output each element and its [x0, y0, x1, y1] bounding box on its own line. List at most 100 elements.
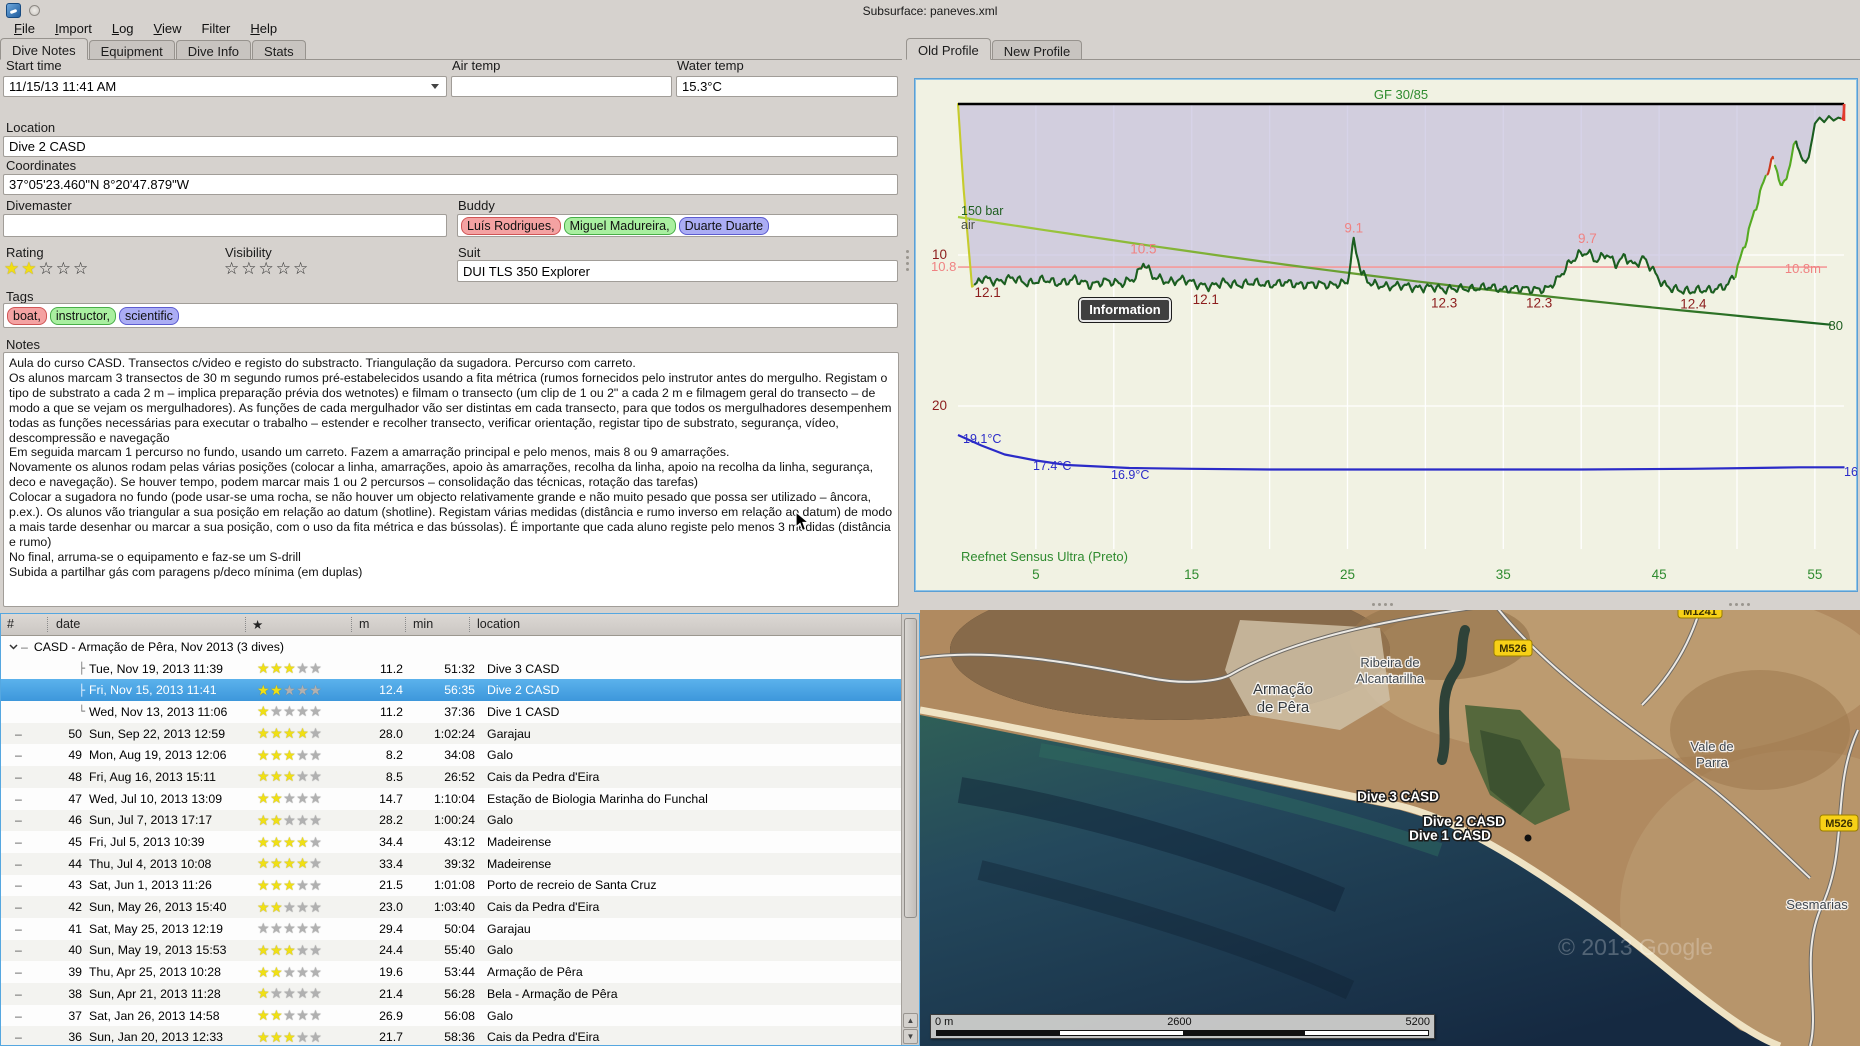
dive-row[interactable]: –37 Sat, Jan 26, 2013 14:58 ★★★★★ 26.9 56:08…	[1, 1004, 901, 1027]
cell-rating: ★★★★★	[257, 855, 323, 872]
cell-depth: 24.4	[379, 943, 403, 958]
dive-row[interactable]: –41 Sat, May 25, 2013 12:19 ★★★★★ 29.4 50:04…	[1, 917, 901, 940]
col-rating[interactable]: ★	[252, 618, 264, 632]
water-temp-input[interactable]	[676, 76, 898, 97]
rating-stars[interactable]: ★★☆☆☆	[4, 259, 91, 278]
svg-text:17.4°C: 17.4°C	[1033, 459, 1071, 473]
cell-number: –47	[15, 791, 82, 806]
cell-location: Armação de Pêra	[487, 965, 583, 980]
cell-date: Thu, Apr 25, 2013 10:28	[89, 965, 221, 980]
dive-row[interactable]: –42 Sun, May 26, 2013 15:40 ★★★★★ 23.0 1:03:…	[1, 896, 901, 918]
visibility-stars[interactable]: ☆☆☆☆☆	[224, 259, 311, 278]
trip-label: CASD - Armação de Pêra, Nov 2013 (3 dive…	[33, 639, 284, 654]
dive-row[interactable]: ├ Fri, Nov 15, 2013 11:41 ★★★★★ 12.4 56:35 Di…	[1, 679, 901, 702]
cell-location: Galo	[487, 748, 513, 763]
divemaster-input[interactable]	[3, 214, 447, 237]
dive-row[interactable]: –47 Wed, Jul 10, 2013 13:09 ★★★★★ 14.7 1:10:…	[1, 787, 901, 810]
cell-depth: 19.6	[379, 965, 403, 980]
dive-row[interactable]: –40 Sun, May 19, 2013 15:53 ★★★★★ 24.4 55:40…	[1, 939, 901, 962]
scroll-down-button[interactable]: ▼	[903, 1029, 918, 1044]
tab-dive-info[interactable]: Dive Info	[175, 40, 252, 59]
location-input[interactable]	[3, 136, 898, 157]
notes-textarea[interactable]: Aula do curso CASD. Transectos c/video e…	[3, 352, 899, 607]
dive-row[interactable]: –44 Thu, Jul 4, 2013 10:08 ★★★★★ 33.4 39:32 M…	[1, 852, 901, 875]
trip-expand-icon[interactable]	[9, 644, 18, 650]
tab-equipment[interactable]: Equipment	[88, 40, 175, 59]
cell-duration: 1:10:04	[433, 791, 475, 806]
start-time-combo[interactable]	[3, 76, 447, 97]
svg-text:Alcantarilha: Alcantarilha	[1356, 671, 1425, 686]
cell-duration: 55:40	[444, 943, 475, 958]
menu-help[interactable]: Help	[250, 21, 278, 36]
dive-list-scrollbar[interactable]: ▲ ▼	[901, 614, 919, 1045]
dive-row[interactable]: –45 Fri, Jul 5, 2013 10:39 ★★★★★ 34.4 43:12 M…	[1, 831, 901, 853]
trip-header-row[interactable]: – CASD - Armação de Pêra, Nov 2013 (3 div…	[1, 636, 901, 658]
scale-start: 0 m	[935, 1016, 954, 1028]
dive-rows: – CASD - Armação de Pêra, Nov 2013 (3 div…	[1, 636, 901, 1045]
menu-file[interactable]: File	[14, 21, 35, 36]
col-duration[interactable]: min	[413, 617, 434, 631]
cell-rating: ★★★★★	[257, 703, 323, 720]
air-temp-input[interactable]	[451, 76, 672, 97]
cell-depth: 34.4	[379, 835, 403, 850]
cell-duration: 1:01:08	[433, 878, 475, 893]
suit-input[interactable]	[457, 260, 898, 282]
menu-log[interactable]: Log	[111, 21, 134, 36]
cell-number: –39	[15, 965, 82, 980]
tab-stats[interactable]: Stats	[252, 40, 306, 59]
tab-new-profile[interactable]: New Profile	[991, 40, 1083, 59]
dive-row[interactable]: –39 Thu, Apr 25, 2013 10:28 ★★★★★ 19.6 53:44…	[1, 961, 901, 983]
tab-dive-notes[interactable]: Dive Notes	[0, 38, 88, 60]
cell-location: Porto de recreio de Santa Cruz	[487, 878, 657, 893]
tab-old-profile[interactable]: Old Profile	[906, 38, 991, 60]
dive-row[interactable]: –49 Mon, Aug 19, 2013 12:06 ★★★★★ 8.2 34:08 G…	[1, 744, 901, 767]
dive-row[interactable]: –48 Fri, Aug 16, 2013 15:11 ★★★★★ 8.5 26:52 C…	[1, 766, 901, 788]
scrollbar-thumb[interactable]	[904, 618, 917, 918]
menu-import[interactable]: Import	[54, 21, 92, 36]
cell-number: –44	[15, 856, 82, 871]
cell-location: Cais da Pedra d'Eira	[487, 1030, 600, 1045]
dive-row[interactable]: └ Wed, Nov 13, 2013 11:06 ★★★★★ 11.2 37:36 Di…	[1, 701, 901, 723]
buddy-input[interactable]: Luís Rodrigues, Miguel Madureira, Duarte D…	[457, 214, 898, 237]
cell-location: Cais da Pedra d'Eira	[487, 769, 600, 784]
cell-date: Sun, May 19, 2013 15:53	[89, 943, 227, 958]
col-depth[interactable]: m	[359, 617, 370, 631]
cell-date: Mon, Aug 19, 2013 12:06	[89, 748, 227, 763]
menu-filter[interactable]: Filter	[201, 21, 231, 36]
svg-text:Reefnet Sensus Ultra (Preto): Reefnet Sensus Ultra (Preto)	[961, 549, 1128, 564]
map-view[interactable]: M526 M1241 M526 Ribeira de Alcantarilha …	[920, 610, 1860, 1046]
svg-text:5: 5	[1032, 567, 1040, 582]
svg-text:12.1: 12.1	[1193, 292, 1219, 307]
cell-duration: 56:08	[444, 1008, 475, 1023]
dive-row[interactable]: –50 Sun, Sep 22, 2013 12:59 ★★★★★ 28.0 1:02:…	[1, 722, 901, 745]
coordinates-input[interactable]	[3, 174, 898, 195]
cell-date: Wed, Jul 10, 2013 13:09	[89, 791, 223, 806]
svg-text:9.1: 9.1	[1344, 220, 1363, 235]
cell-date: Fri, Jul 5, 2013 10:39	[89, 835, 205, 850]
air-temp-label: Air temp	[452, 58, 501, 73]
dive-row[interactable]: –38 Sun, Apr 21, 2013 11:28 ★★★★★ 21.4 56:28…	[1, 983, 901, 1005]
dive-row[interactable]: –43 Sat, Jun 1, 2013 11:26 ★★★★★ 21.5 1:01:0…	[1, 874, 901, 897]
dive-row[interactable]: –46 Sun, Jul 7, 2013 17:17 ★★★★★ 28.2 1:00:2…	[1, 809, 901, 832]
svg-text:GF 30/85: GF 30/85	[1374, 87, 1428, 102]
col-location[interactable]: location	[477, 617, 521, 631]
subsurface-app-icon	[6, 3, 21, 18]
svg-text:air: air	[961, 218, 975, 232]
cell-duration: 39:32	[444, 856, 475, 871]
information-tooltip[interactable]: Information	[1078, 297, 1172, 323]
cell-depth: 12.4	[379, 683, 403, 698]
dive-profile-chart[interactable]: 10.8 GF 30/85 150 bar air 80 10.8m 10 20 5 15 25 35…	[914, 78, 1858, 592]
col-date[interactable]: date	[56, 617, 81, 631]
menu-view[interactable]: View	[153, 21, 182, 36]
tags-input[interactable]: boat, instructor, scientific	[3, 303, 898, 328]
col-number[interactable]: #	[7, 617, 14, 631]
vertical-splitter[interactable]	[901, 250, 913, 290]
dive-site-marker	[1524, 834, 1532, 842]
tag-chip: boat,	[7, 306, 47, 325]
dive-row[interactable]: –36 Sun, Jan 20, 2013 12:33 ★★★★★ 21.7 58:36…	[1, 1026, 901, 1045]
dive-row[interactable]: ├ Tue, Nov 19, 2013 11:39 ★★★★★ 11.2 51:32 Di…	[1, 657, 901, 680]
scroll-up-button[interactable]: ▲	[903, 1013, 918, 1028]
cell-number: –46	[15, 813, 82, 828]
horizontal-splitter[interactable]	[905, 600, 1860, 610]
